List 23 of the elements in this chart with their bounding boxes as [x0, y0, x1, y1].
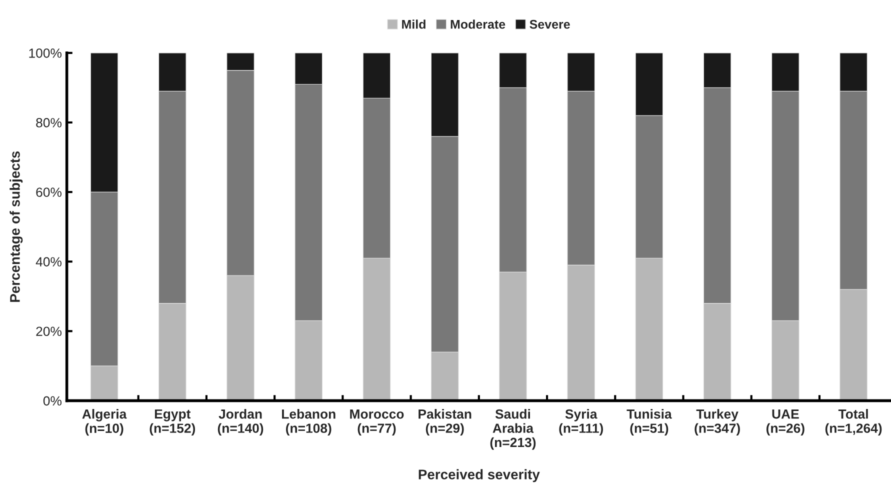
x-tick-label: Algeria (n=10) — [82, 409, 127, 436]
y-tick-label: 80% — [36, 118, 62, 128]
y-axis-title: Percentage of subjects — [10, 151, 23, 302]
y-tick-label: 20% — [36, 326, 62, 336]
x-axis-title: Perceived severity — [418, 469, 540, 482]
x-tick-label: Lebanon (n=108) — [282, 409, 336, 436]
y-tick-label: 0% — [43, 396, 62, 406]
legend-label: Moderate — [450, 20, 506, 29]
x-tick-label: Morocco (n=77) — [350, 410, 404, 436]
x-tick-label: Pakistan (n=29) — [418, 409, 472, 436]
y-tick-label: 100% — [29, 48, 62, 58]
x-tick-label: Tunisia (n=51) — [626, 409, 672, 436]
x-tick-label: Turkey (n=347) — [694, 409, 740, 436]
x-tick-label: Jordan (n=140) — [218, 409, 264, 436]
x-tick-label: Egypt (n=152) — [150, 409, 196, 436]
y-tick-label: 40% — [36, 257, 62, 266]
legend-label: Mild — [402, 20, 426, 29]
x-tick-label: Syria (n=111) — [559, 409, 603, 436]
x-tick-label: UAE (n=26) — [766, 410, 804, 436]
x-tick-label: Total (n=1,264) — [825, 409, 882, 436]
legend-label: Severe — [530, 20, 570, 29]
x-tick-label: Saudi Arabia (n=213) — [490, 409, 536, 450]
y-tick-label: 60% — [36, 188, 62, 197]
